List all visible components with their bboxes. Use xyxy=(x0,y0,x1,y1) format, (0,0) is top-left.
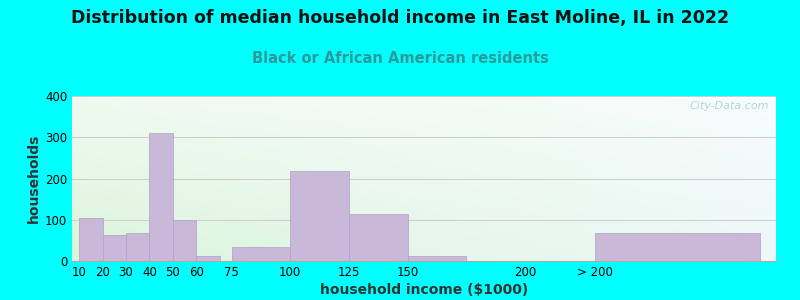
Bar xyxy=(407,256,466,261)
Bar xyxy=(150,133,173,261)
Bar xyxy=(173,220,196,261)
Bar xyxy=(290,171,349,261)
Bar xyxy=(196,256,220,261)
Text: Black or African American residents: Black or African American residents xyxy=(251,51,549,66)
Text: City-Data.com: City-Data.com xyxy=(690,101,769,111)
X-axis label: household income ($1000): household income ($1000) xyxy=(320,283,528,297)
Text: Distribution of median household income in East Moline, IL in 2022: Distribution of median household income … xyxy=(71,9,729,27)
Bar xyxy=(79,218,102,261)
Bar xyxy=(126,233,150,261)
Y-axis label: households: households xyxy=(26,134,41,223)
Bar xyxy=(349,214,407,261)
Bar xyxy=(231,247,290,261)
Bar xyxy=(595,233,759,261)
Bar xyxy=(102,236,126,261)
